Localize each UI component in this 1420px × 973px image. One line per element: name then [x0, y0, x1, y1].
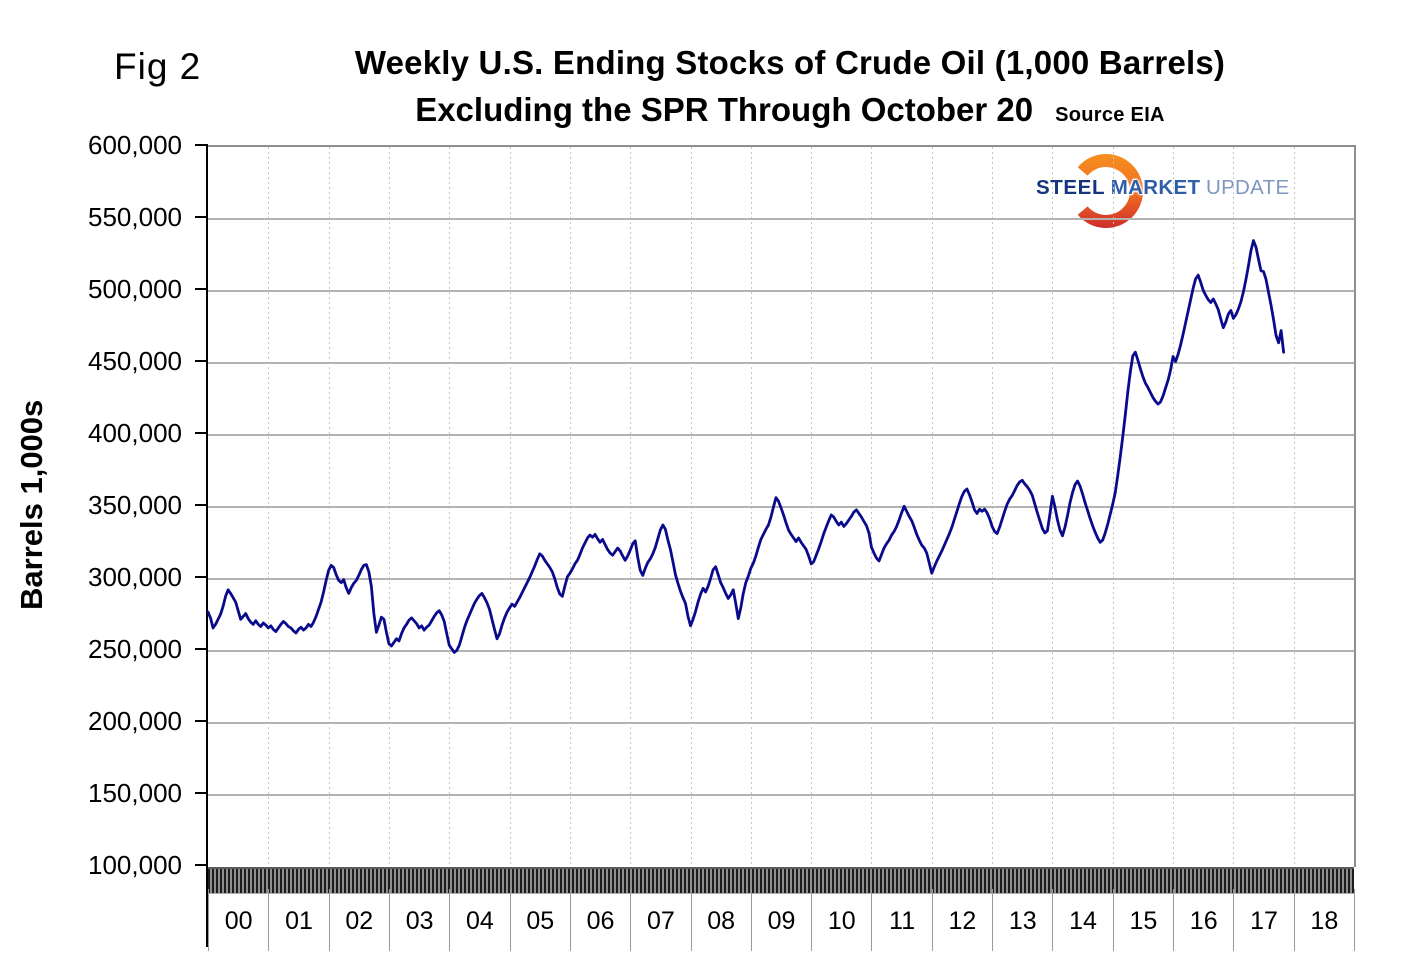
horizontal-gridline	[208, 650, 1354, 652]
x-axis-year-cell: 02	[328, 889, 389, 951]
data-line-layer	[206, 239, 1286, 654]
x-axis-year-cell: 16	[1173, 889, 1233, 951]
y-tick-mark	[195, 144, 208, 146]
y-tick-mark	[195, 360, 208, 362]
chart-title-line-1: Weekly U.S. Ending Stocks of Crude Oil (…	[354, 44, 1226, 81]
y-tick-mark	[195, 288, 208, 290]
x-axis-year-cell: 18	[1293, 889, 1354, 951]
crescent-icon	[1077, 154, 1144, 228]
x-axis-year-cell: 17	[1233, 889, 1293, 951]
x-axis-year-cell: 15	[1112, 889, 1173, 951]
y-tick-label: 250,000	[88, 634, 182, 664]
chart-title: Weekly U.S. Ending Stocks of Crude Oil (…	[160, 44, 1420, 129]
y-tick-label: 400,000	[88, 418, 182, 448]
y-tick-mark	[195, 432, 208, 434]
y-tick-label: 500,000	[88, 274, 182, 304]
horizontal-gridline	[208, 578, 1354, 580]
hatched-axis-band	[208, 867, 1354, 894]
x-axis-year-cell: 04	[449, 889, 509, 951]
x-axis-end-separator	[1354, 889, 1355, 951]
x-axis-year-row: 00 01 02 03 04 05 06 07 08 09 10 11 12 13 14 15 16 17 18	[208, 889, 1356, 953]
x-axis-year-cell: 01	[268, 889, 328, 951]
x-axis-year-cell: 12	[931, 889, 992, 951]
y-tick-label: 300,000	[88, 562, 182, 592]
y-tick-mark	[195, 864, 208, 866]
y-tick-mark	[195, 792, 208, 794]
y-tick-mark	[195, 720, 208, 722]
y-tick-label: 100,000	[88, 850, 182, 880]
x-axis-year-cell: 14	[1052, 889, 1112, 951]
horizontal-gridline	[208, 290, 1354, 292]
plot-area	[206, 145, 1356, 894]
x-axis-year-cell: 06	[569, 889, 630, 951]
y-tick-label: 350,000	[88, 490, 182, 520]
x-axis-year-cell: 03	[388, 889, 449, 951]
x-axis-year-cell: 10	[811, 889, 871, 951]
logo-word-market: MARKET	[1110, 176, 1201, 199]
x-axis-year-cell: 05	[509, 889, 570, 951]
y-tick-label: 600,000	[88, 130, 182, 160]
horizontal-gridline	[208, 434, 1354, 436]
y-tick-label: 450,000	[88, 346, 182, 376]
y-tick-mark	[195, 216, 208, 218]
horizontal-gridline	[208, 722, 1354, 724]
horizontal-gridline	[208, 218, 1354, 220]
y-axis-line	[206, 145, 208, 947]
x-axis-year-cell: 00	[208, 889, 268, 951]
source-label: Source EIA	[1055, 104, 1165, 126]
figure-number-label: Fig 2	[114, 46, 202, 87]
y-tick-mark	[195, 504, 208, 506]
x-axis-year-cell: 08	[690, 889, 751, 951]
crude-oil-stocks-line	[206, 239, 1286, 654]
chart-title-line-2-text: Excluding the SPR Through October 20	[415, 91, 1034, 128]
y-tick-mark	[195, 648, 208, 650]
y-tick-label: 550,000	[88, 202, 182, 232]
y-tick-label: 200,000	[88, 706, 182, 736]
x-axis-year-cell: 13	[992, 889, 1052, 951]
x-axis-year-cell: 09	[750, 889, 811, 951]
x-axis-year-cell: 11	[871, 889, 931, 951]
y-tick-label: 150,000	[88, 778, 182, 808]
y-tick-mark	[195, 576, 208, 578]
chart-title-line-2: Excluding the SPR Through October 20 Sour…	[160, 91, 1420, 129]
horizontal-gridline	[208, 362, 1354, 364]
horizontal-gridline	[208, 794, 1354, 796]
x-axis-year-cell: 07	[630, 889, 690, 951]
logo-word-update: UPDATE	[1205, 176, 1290, 199]
